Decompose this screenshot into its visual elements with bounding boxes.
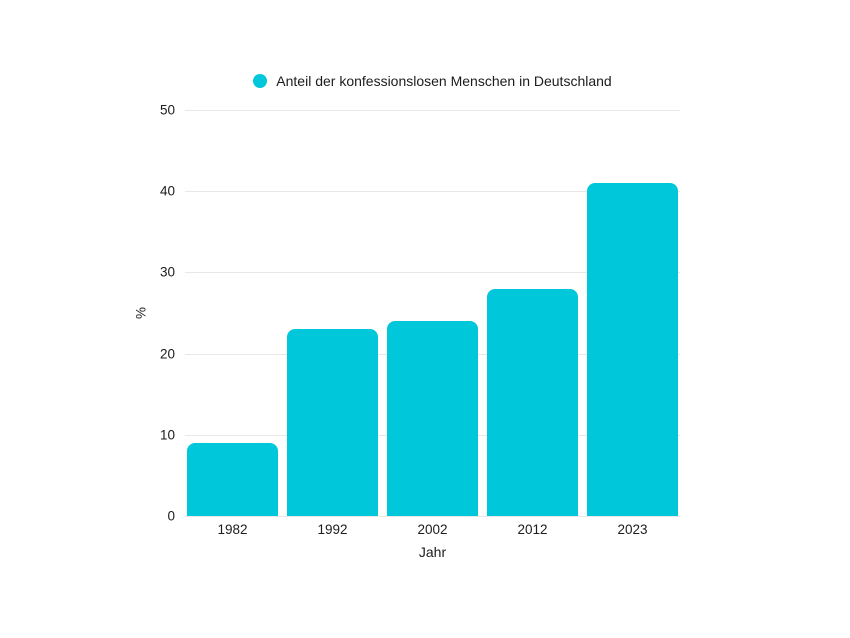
y-axis-ticks: 0 10 20 30 40 50	[0, 103, 175, 522]
y-tick-label-10: 10	[159, 427, 175, 443]
x-tick-label-1982: 1982	[217, 522, 248, 537]
gridline-30	[185, 272, 680, 274]
y-tick-label-50: 50	[159, 102, 175, 118]
plot-area	[185, 110, 680, 517]
bar-2012[interactable]	[487, 288, 578, 516]
gridline-40	[185, 191, 680, 193]
legend-marker-icon	[253, 74, 268, 88]
x-axis-ticks: 1982 1992 2002 2012 2023	[185, 522, 680, 537]
y-axis-title: %	[133, 306, 149, 320]
y-tick-label-0: 0	[167, 508, 175, 524]
y-tick-label-30: 30	[159, 264, 175, 280]
bar-2002[interactable]	[387, 321, 478, 516]
bar-1982[interactable]	[187, 442, 278, 516]
x-tick-label-2023: 2023	[617, 522, 648, 537]
x-axis-title: Jahr	[418, 544, 447, 560]
gridline-0	[185, 516, 680, 517]
x-tick-label-2012: 2012	[517, 522, 548, 537]
bar-2023[interactable]	[587, 183, 678, 516]
x-tick-label-2002: 2002	[417, 522, 448, 537]
bar-1992[interactable]	[287, 329, 378, 516]
legend: Anteil der konfessionslosen Menschen in …	[185, 71, 680, 91]
x-tick-label-1992: 1992	[317, 522, 348, 537]
legend-label: Anteil der konfessionslosen Menschen in …	[276, 73, 612, 89]
gridline-50	[185, 110, 680, 111]
y-tick-label-40: 40	[159, 183, 175, 199]
y-tick-label-20: 20	[159, 345, 175, 361]
bars	[185, 110, 680, 516]
